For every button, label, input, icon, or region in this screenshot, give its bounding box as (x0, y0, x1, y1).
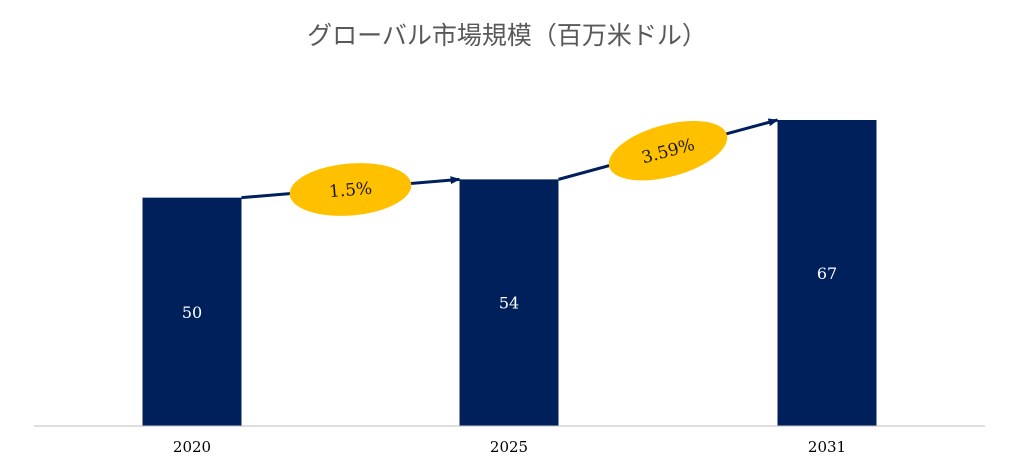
labels-layer: 50 54 67 (182, 264, 837, 322)
bar-2031 (777, 120, 877, 426)
x-tick-label: 2020 (173, 438, 211, 456)
bar-2025 (459, 179, 559, 426)
bar-2020 (142, 197, 242, 426)
x-tick-label: 2031 (808, 438, 846, 456)
growth-rate-label: 1.5% (328, 179, 373, 203)
bar-value-label: 67 (817, 264, 837, 283)
growth-arrows-layer: 1.5%3.59% (241, 118, 779, 216)
chart-title: グローバル市場規模（百万米ドル） (307, 21, 707, 50)
bar-value-label: 54 (499, 294, 519, 313)
bar-value-label: 50 (182, 303, 202, 322)
x-axis-ticks: 2020 2025 2031 (173, 438, 846, 456)
bars-layer (142, 120, 877, 426)
x-tick-label: 2025 (490, 438, 528, 456)
growth-bubble (608, 120, 728, 181)
growth-bubble (289, 163, 412, 216)
